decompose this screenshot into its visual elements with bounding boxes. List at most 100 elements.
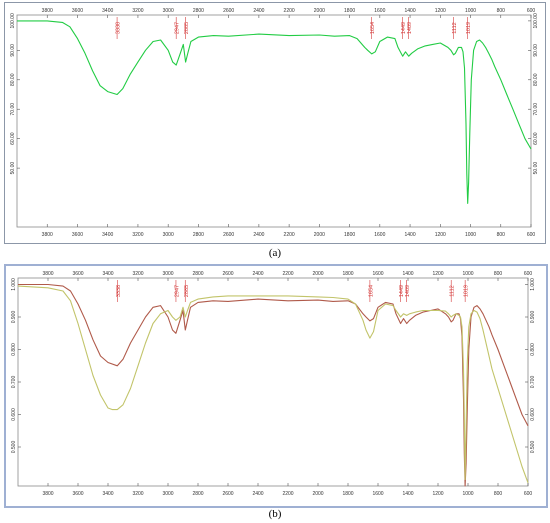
chart-b-peak-label-2947: 2947 (174, 285, 180, 297)
chart-b-ytick-label-left: 0.700 (11, 376, 17, 389)
chart-b-series-1-line (18, 283, 529, 487)
chart-b-xtick-label-bottom: 800 (494, 491, 503, 497)
chart-b-ytick-label-right: 0.600 (530, 408, 536, 421)
chart-panel-b: 3800 3800 3600 3600 3400 3400 3200 3200 3000 3000… (4, 264, 548, 508)
chart-b-xtick-label-top: 2400 (252, 271, 263, 277)
chart-a-xtick-label-top: 2600 (223, 8, 234, 14)
chart-a-xtick-label-bottom: 2600 (223, 232, 234, 238)
chart-b-xtick-label-bottom: 3800 (42, 491, 53, 497)
chart-a-ytick-label-right: 100.00 (533, 13, 539, 29)
chart-b-peak-label-1112: 1112 (450, 285, 456, 296)
chart-a-xtick-label-bottom: 2400 (253, 232, 264, 238)
chart-b-xtick-label-bottom: 2200 (282, 491, 293, 497)
chart-b-xtick-label-bottom: 3200 (132, 491, 143, 497)
chart-b-series-2-line (17, 285, 529, 483)
chart-b-peak-label-1409: 1409 (405, 285, 411, 297)
chart-a-xtick-label-top: 1600 (374, 8, 385, 14)
chart-a-xtick-label-top: 3000 (163, 8, 174, 14)
chart-a-peak-label-1112: 1112 (452, 22, 458, 33)
chart-a-xtick-label-top: 2400 (253, 8, 264, 14)
chart-a-xtick-label-top: 2200 (284, 8, 295, 14)
chart-b-xtick-label-bottom: 1800 (342, 491, 353, 497)
chart-a-xtick-label-top: 1800 (344, 8, 355, 14)
chart-a-xtick-label-bottom: 800 (497, 232, 506, 238)
chart-b-xtick-label-bottom: 1400 (402, 491, 413, 497)
chart-b-xtick-label-bottom: 1200 (432, 491, 443, 497)
chart-b-xtick-label-top: 2000 (312, 271, 323, 277)
chart-b-ytick-label-right: 0.900 (530, 311, 536, 324)
chart-a-xtick-label-bottom: 600 (527, 232, 536, 238)
chart-b-svg: 3800 3800 3600 3600 3400 3400 3200 3200 3000 3000… (11, 271, 536, 497)
chart-a-xtick-label-bottom: 1200 (435, 232, 446, 238)
chart-a-peak-label-2947: 2947 (175, 22, 181, 34)
chart-b-plot-frame (17, 277, 529, 487)
chart-a-xtick-label-bottom: 3600 (72, 232, 83, 238)
chart-a-peak-label-1409: 1409 (407, 22, 413, 34)
chart-a-xtick-label-bottom: 2000 (314, 232, 325, 238)
chart-b-xtick-label-bottom: 2600 (222, 491, 233, 497)
chart-a-ytick-label-right: 70.00 (533, 103, 539, 116)
chart-a-xtick-label-bottom: 1800 (344, 232, 355, 238)
caption-a: (a) (268, 247, 282, 259)
chart-a-xtick-label-top: 2800 (193, 8, 204, 14)
chart-b-ytick-label-left: 0.900 (11, 311, 17, 324)
chart-b-xtick-label-top: 2200 (282, 271, 293, 277)
chart-b-xtick-label-bottom: 2800 (192, 491, 203, 497)
chart-a-peak-label-1449: 1449 (401, 22, 407, 34)
chart-a-peak-label-2885: 2885 (184, 22, 190, 34)
chart-b-xtick-label-top: 3200 (132, 271, 143, 277)
chart-b-xtick-label-top: 3600 (72, 271, 83, 277)
chart-b-xtick-label-bottom: 2000 (312, 491, 323, 497)
chart-b-ytick-label-right: 0.500 (530, 441, 536, 454)
chart-a-xtick-label-top: 800 (497, 8, 506, 14)
chart-b-xtick-label-top: 2800 (192, 271, 203, 277)
chart-a-xtick-label-bottom: 3800 (42, 232, 53, 238)
chart-b-xtick-label-bottom: 3000 (162, 491, 173, 497)
chart-a-xtick-label-top: 600 (527, 8, 536, 14)
chart-b-ytick-label-left: 0.600 (11, 408, 17, 421)
chart-b-peak-label-2885: 2885 (184, 285, 190, 297)
chart-a-xtick-label-bottom: 3000 (163, 232, 174, 238)
chart-a-peak-label-1019: 1019 (466, 22, 472, 34)
chart-b-xtick-label-bottom: 600 (524, 491, 533, 497)
chart-a-xtick-label-bottom: 1000 (465, 232, 476, 238)
chart-b-xtick-label-bottom: 1600 (372, 491, 383, 497)
chart-b-xtick-label-top: 3400 (102, 271, 113, 277)
chart-a-peak-label-3338: 3338 (116, 22, 122, 34)
chart-a-xtick-label-top: 3200 (132, 8, 143, 14)
chart-b-peak-label-1449: 1449 (399, 285, 405, 297)
chart-b-xtick-label-top: 800 (494, 271, 503, 277)
chart-b-ytick-label-left: 1.000 (11, 278, 17, 291)
chart-b-peak-label-1019: 1019 (464, 285, 470, 297)
chart-b-ytick-label-right: 0.800 (530, 343, 536, 356)
chart-a-ytick-label-right: 50.00 (533, 162, 539, 175)
chart-a-series-1-line (17, 20, 532, 204)
chart-a-xtick-label-bottom: 3200 (132, 232, 143, 238)
chart-panel-a: 3800 3800 3600 3600 3400 3400 3200 3200 3000 3000… (4, 2, 546, 244)
chart-a-ytick-label-right: 80.00 (533, 73, 539, 86)
chart-a-ytick-label-left: 70.00 (10, 103, 16, 116)
chart-a-xtick-label-bottom: 3400 (102, 232, 113, 238)
chart-a-ytick-label-left: 60.00 (10, 132, 16, 145)
chart-b-ytick-label-right: 0.700 (530, 376, 536, 389)
chart-a-xtick-label-top: 1200 (435, 8, 446, 14)
chart-a-ytick-label-left: 50.00 (10, 162, 16, 175)
chart-b-xtick-label-top: 3800 (42, 271, 53, 277)
chart-a-ytick-label-right: 60.00 (533, 132, 539, 145)
chart-a-xtick-label-bottom: 1600 (374, 232, 385, 238)
chart-b-xtick-label-top: 2600 (222, 271, 233, 277)
chart-a-xtick-label-bottom: 2800 (193, 232, 204, 238)
chart-b-xtick-label-bottom: 3600 (72, 491, 83, 497)
chart-a-xtick-label-bottom: 1400 (404, 232, 415, 238)
chart-a-svg: 3800 3800 3600 3600 3400 3400 3200 3200 3000 3000… (10, 8, 539, 238)
chart-b-xtick-label-bottom: 2400 (252, 491, 263, 497)
chart-b-xtick-label-top: 1800 (342, 271, 353, 277)
chart-b-xtick-label-bottom: 1000 (462, 491, 473, 497)
chart-b-xtick-label-bottom: 3400 (102, 491, 113, 497)
chart-a-plot-frame (16, 14, 532, 228)
chart-a-xtick-label-bottom: 2200 (284, 232, 295, 238)
chart-a-xtick-label-top: 3600 (72, 8, 83, 14)
chart-a-xtick-label-top: 3800 (42, 8, 53, 14)
chart-b-peak-label-3338: 3338 (116, 285, 122, 297)
chart-b-peak-label-1654: 1654 (368, 285, 374, 297)
